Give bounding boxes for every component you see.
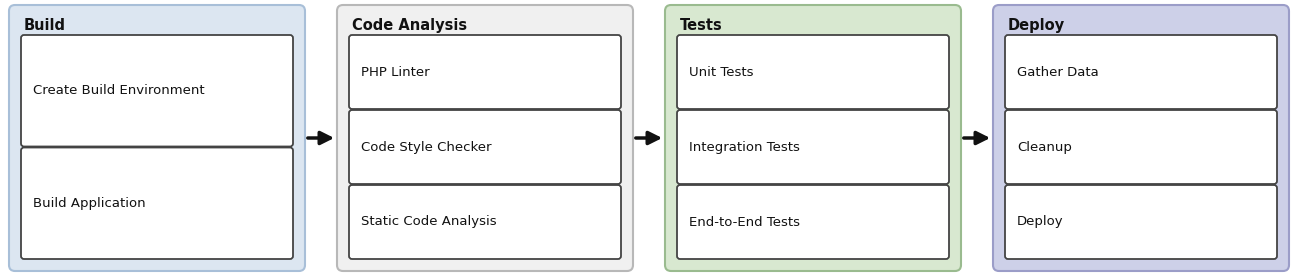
FancyBboxPatch shape — [1005, 185, 1277, 259]
FancyBboxPatch shape — [678, 185, 949, 259]
Text: Integration Tests: Integration Tests — [689, 140, 800, 153]
Text: Tests: Tests — [680, 18, 723, 33]
FancyBboxPatch shape — [21, 147, 293, 259]
FancyBboxPatch shape — [678, 35, 949, 109]
Text: Unit Tests: Unit Tests — [689, 65, 754, 78]
Text: Cleanup: Cleanup — [1018, 140, 1072, 153]
Text: Code Style Checker: Code Style Checker — [361, 140, 492, 153]
Text: Deploy: Deploy — [1009, 18, 1066, 33]
Text: Create Build Environment: Create Build Environment — [32, 84, 205, 97]
FancyBboxPatch shape — [678, 110, 949, 184]
FancyBboxPatch shape — [9, 5, 305, 271]
FancyBboxPatch shape — [337, 5, 633, 271]
Text: Code Analysis: Code Analysis — [352, 18, 467, 33]
Text: Build Application: Build Application — [32, 197, 145, 210]
FancyBboxPatch shape — [1005, 35, 1277, 109]
Text: Gather Data: Gather Data — [1018, 65, 1098, 78]
FancyBboxPatch shape — [349, 35, 620, 109]
FancyBboxPatch shape — [21, 35, 293, 147]
Text: PHP Linter: PHP Linter — [361, 65, 430, 78]
FancyBboxPatch shape — [349, 110, 620, 184]
Text: Static Code Analysis: Static Code Analysis — [361, 216, 497, 229]
Text: Deploy: Deploy — [1018, 216, 1063, 229]
FancyBboxPatch shape — [665, 5, 961, 271]
FancyBboxPatch shape — [349, 185, 620, 259]
FancyBboxPatch shape — [1005, 110, 1277, 184]
FancyBboxPatch shape — [993, 5, 1289, 271]
Text: Build: Build — [23, 18, 66, 33]
Text: End-to-End Tests: End-to-End Tests — [689, 216, 800, 229]
